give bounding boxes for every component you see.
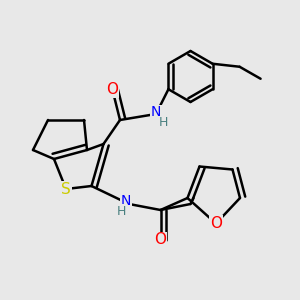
Text: O: O [210, 216, 222, 231]
Text: O: O [154, 232, 166, 247]
Text: O: O [106, 82, 119, 98]
Text: H: H [117, 205, 126, 218]
Text: N: N [151, 106, 161, 119]
Text: S: S [61, 182, 71, 196]
Text: H: H [159, 116, 168, 130]
Text: N: N [121, 194, 131, 208]
